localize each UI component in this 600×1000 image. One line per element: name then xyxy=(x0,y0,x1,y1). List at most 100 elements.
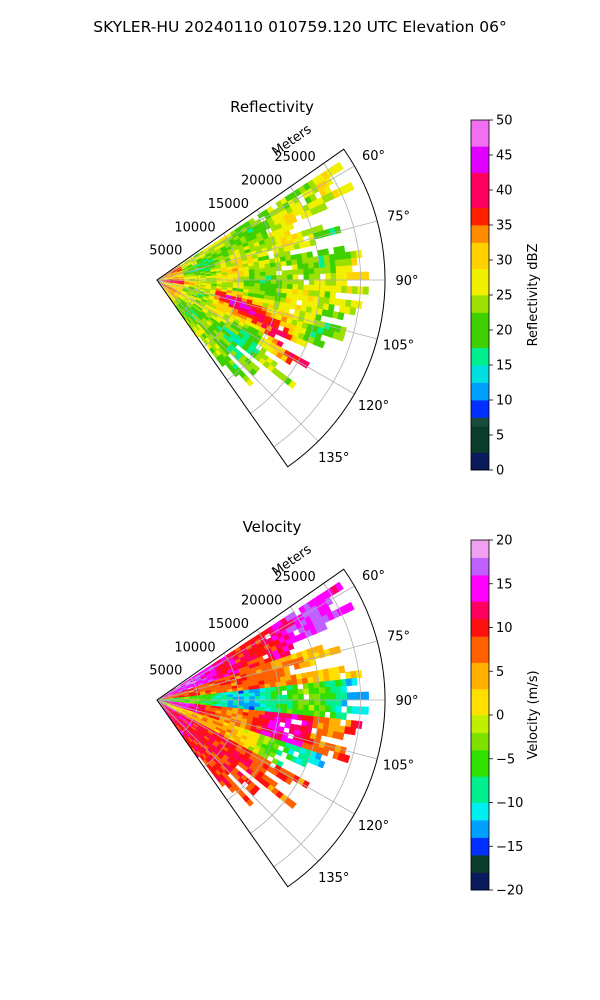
radar-cell xyxy=(218,300,225,305)
radar-cell xyxy=(290,254,297,261)
radar-cell xyxy=(315,602,324,612)
radar-cell xyxy=(226,709,233,714)
radar-cell xyxy=(218,338,225,346)
radar-cell xyxy=(173,276,179,278)
radar-cell xyxy=(216,281,223,285)
radar-cell xyxy=(253,713,260,719)
radar-cell xyxy=(222,334,230,341)
radar-cell xyxy=(233,318,240,325)
radar-cell xyxy=(162,698,168,700)
radar-cell xyxy=(329,260,336,268)
radar-cell xyxy=(237,270,244,275)
radar-cell xyxy=(265,287,271,293)
radar-cell xyxy=(200,282,206,286)
radar-cell xyxy=(337,332,345,342)
radar-cell xyxy=(228,785,236,794)
radar-cell xyxy=(216,272,223,276)
radar-cell xyxy=(317,249,324,257)
radar-cell xyxy=(293,309,301,317)
radar-cell xyxy=(182,708,189,712)
radar-cell xyxy=(282,731,289,739)
radar-cell xyxy=(216,270,222,274)
radar-cell xyxy=(234,326,242,333)
radar-cell xyxy=(254,703,261,708)
radar-cell xyxy=(265,703,272,708)
radar-cell xyxy=(278,726,285,733)
radar-cell xyxy=(175,291,181,295)
radar-cell xyxy=(293,663,301,670)
radar-cell xyxy=(323,605,332,615)
radar-cell xyxy=(286,708,293,715)
azimuth-gridline xyxy=(156,585,355,701)
radar-cell xyxy=(286,684,293,691)
radar-cell xyxy=(173,292,179,298)
radar-cell xyxy=(242,266,249,271)
radar-cell xyxy=(186,292,193,296)
radar-cell xyxy=(249,788,257,796)
radar-cell xyxy=(270,691,277,696)
radar-cell xyxy=(200,694,206,697)
radar-cell xyxy=(246,758,254,765)
radar-cell xyxy=(239,318,247,324)
radar-cell xyxy=(167,698,174,700)
radar-cell xyxy=(351,706,358,715)
radar-cell xyxy=(223,253,230,258)
colorbar-segment xyxy=(471,417,489,427)
radar-cell xyxy=(216,695,223,698)
radar-cell xyxy=(362,286,369,295)
radar-cell xyxy=(226,766,233,773)
radar-cell xyxy=(200,696,207,699)
radar-cell xyxy=(182,287,189,291)
radar-cell xyxy=(279,676,287,683)
radar-cell xyxy=(285,218,293,226)
radar-cell xyxy=(302,263,309,270)
radar-cell xyxy=(199,709,205,713)
radar-cell xyxy=(302,737,310,745)
radial-tick-label: 15000 xyxy=(208,617,249,632)
radar-cell xyxy=(183,691,190,695)
radar-cell xyxy=(210,744,217,750)
colorbar-segment xyxy=(471,548,489,558)
radar-cell xyxy=(282,746,290,754)
radar-cell xyxy=(204,251,211,256)
radar-cell xyxy=(299,327,307,335)
radar-cell xyxy=(215,306,222,312)
radar-cell xyxy=(298,694,304,700)
radar-cell xyxy=(182,689,189,693)
radar-cell xyxy=(270,686,277,692)
radar-cell xyxy=(173,696,179,699)
radar-cell xyxy=(161,703,166,707)
radar-cell xyxy=(216,670,223,675)
radar-cell xyxy=(254,275,261,280)
radar-cell xyxy=(255,334,263,341)
radar-cell xyxy=(201,729,208,735)
radar-cell xyxy=(207,716,214,721)
radar-cell xyxy=(167,274,173,277)
radar-cell xyxy=(206,254,213,260)
radar-cell xyxy=(265,661,272,668)
radar-cell xyxy=(324,705,331,713)
radar-cell xyxy=(233,669,240,675)
radar-cell xyxy=(351,286,358,295)
radar-cell xyxy=(170,716,175,722)
radar-cell xyxy=(175,299,181,304)
radar-cell xyxy=(177,689,183,693)
radar-cell xyxy=(308,268,315,275)
radar-cell xyxy=(226,287,233,291)
radar-cell xyxy=(200,720,207,725)
radar-cell xyxy=(236,714,243,719)
azimuth-gridline xyxy=(156,220,378,281)
radar-cell xyxy=(228,316,236,322)
radar-cell xyxy=(240,658,248,665)
radar-cell xyxy=(327,667,335,675)
radar-cell xyxy=(213,296,220,301)
radar-cell xyxy=(307,676,314,684)
radar-cell xyxy=(183,285,190,289)
reflectivity-data-layer xyxy=(157,161,369,389)
radar-cell xyxy=(214,343,221,350)
radar-cell xyxy=(212,771,219,779)
colorbar-segment xyxy=(471,268,489,278)
radar-cell xyxy=(161,703,167,707)
radar-cell xyxy=(187,291,193,295)
radar-cell xyxy=(301,649,309,657)
